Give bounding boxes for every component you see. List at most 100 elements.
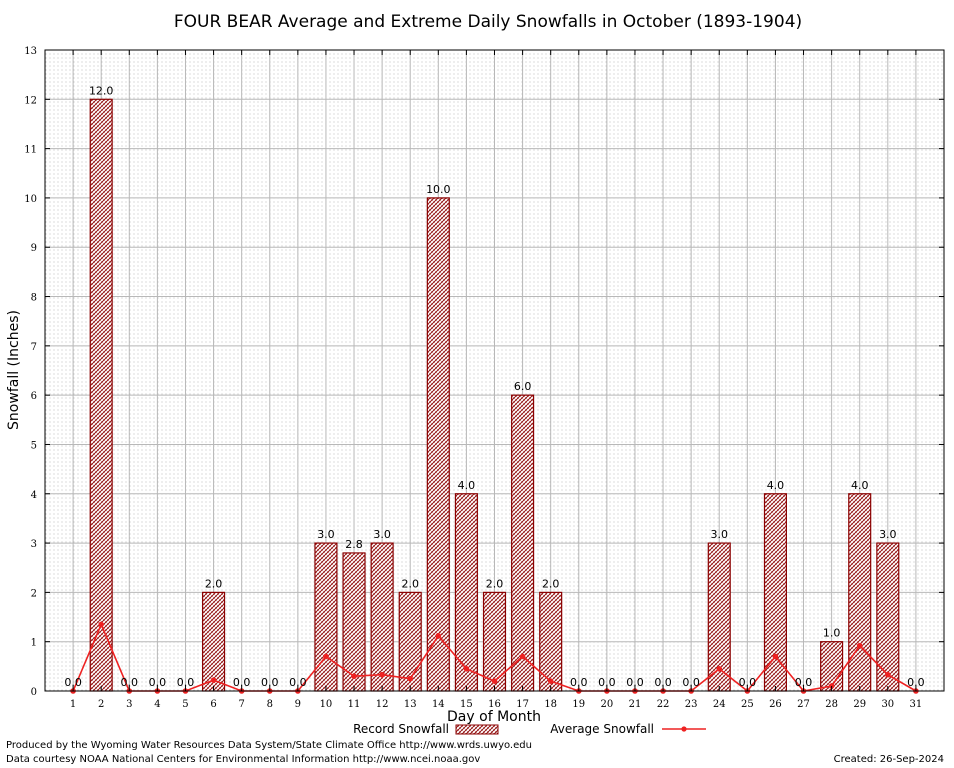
plot-frame xyxy=(44,49,945,692)
x-tick-label: 22 xyxy=(657,699,670,710)
average-point xyxy=(519,653,526,660)
x-tick-label: 1 xyxy=(70,699,76,710)
data-label: 0.0 xyxy=(570,676,588,689)
average-point xyxy=(210,677,217,683)
x-tick-label: 7 xyxy=(238,699,244,710)
y-tick-label: 11 xyxy=(24,145,37,156)
average-point xyxy=(435,632,442,639)
record-bar xyxy=(89,98,113,692)
data-label: 0.0 xyxy=(121,676,139,689)
data-labels: 0.0 12.0 0.0 0.0 0.0 2.0 0.0 0.0 0.0 3.0 2.8 3.0 2.0… xyxy=(64,84,924,689)
data-label: 6.0 xyxy=(514,380,532,393)
average-point xyxy=(351,673,357,680)
x-tick-label: 14 xyxy=(432,699,445,710)
footer-created: Created: 26-Sep-2024 xyxy=(834,754,944,765)
x-tick-label: 28 xyxy=(825,699,838,710)
average-point xyxy=(379,671,385,678)
y-tick-label: 8 xyxy=(31,293,37,304)
x-tick-label: 21 xyxy=(629,699,642,710)
data-label: 4.0 xyxy=(851,479,869,492)
average-line xyxy=(70,621,919,694)
footer-produced-by: Produced by the Wyoming Water Resources … xyxy=(6,740,532,751)
legend-average-marker xyxy=(681,726,687,732)
legend-average-label: Average Snowfall xyxy=(550,722,654,736)
y-tick-label: 2 xyxy=(31,588,37,599)
x-tick-label: 23 xyxy=(685,699,698,710)
x-tick-label: 3 xyxy=(126,699,132,710)
y-tick-label: 7 xyxy=(31,342,37,353)
data-label: 0.0 xyxy=(261,676,279,689)
data-label: 2.0 xyxy=(401,577,419,590)
record-bar xyxy=(426,197,450,692)
data-label: 3.0 xyxy=(317,528,335,541)
x-axis-title: Day of Month xyxy=(447,709,541,725)
average-point xyxy=(772,653,779,660)
y-tick-label: 12 xyxy=(24,95,37,106)
record-bar xyxy=(876,542,900,692)
data-label: 0.0 xyxy=(795,676,813,689)
data-label: 1.0 xyxy=(823,627,841,640)
y-tick-label: 0 xyxy=(31,687,37,698)
record-bar xyxy=(511,394,535,692)
legend-record-label: Record Snowfall xyxy=(353,722,449,736)
record-bar xyxy=(454,493,478,692)
record-bar xyxy=(848,493,872,692)
data-label: 2.0 xyxy=(205,577,223,590)
x-tick-label: 11 xyxy=(348,699,361,710)
data-label: 0.0 xyxy=(598,676,616,689)
average-point xyxy=(323,653,329,660)
x-tick-label: 16 xyxy=(488,699,501,710)
average-point xyxy=(491,678,498,684)
y-tick-label: 13 xyxy=(24,46,37,57)
x-tick-label: 4 xyxy=(154,699,160,710)
x-tick-label: 2 xyxy=(98,699,104,710)
x-tick-label: 5 xyxy=(182,699,188,710)
data-label: 2.8 xyxy=(345,538,363,551)
x-tick-label: 12 xyxy=(376,699,389,710)
record-bar xyxy=(482,591,507,692)
data-label: 0.0 xyxy=(739,676,757,689)
data-label: 2.0 xyxy=(542,577,560,590)
data-label: 0.0 xyxy=(682,676,700,689)
record-bar xyxy=(202,591,226,692)
x-tick-label: 17 xyxy=(516,699,529,710)
x-tick-label: 25 xyxy=(741,699,754,710)
data-label: 0.0 xyxy=(177,676,195,689)
x-tick-label: 27 xyxy=(797,699,810,710)
data-label: 12.0 xyxy=(89,84,114,97)
record-bars xyxy=(89,98,900,692)
data-label: 3.0 xyxy=(711,528,729,541)
data-label: 10.0 xyxy=(426,183,451,196)
x-tick-label: 20 xyxy=(601,699,614,710)
record-bar xyxy=(539,591,563,692)
data-label: 3.0 xyxy=(373,528,391,541)
x-tick-label: 8 xyxy=(267,699,273,710)
y-tick-label: 9 xyxy=(31,243,37,254)
data-label: 3.0 xyxy=(879,528,897,541)
legend-record-swatch xyxy=(455,724,499,735)
data-label: 0.0 xyxy=(654,676,672,689)
x-tick-label: 18 xyxy=(544,699,557,710)
average-point xyxy=(98,621,104,628)
data-label: 0.0 xyxy=(233,676,251,689)
average-point xyxy=(716,666,723,672)
y-tick-label: 5 xyxy=(31,440,37,451)
data-label: 0.0 xyxy=(149,676,167,689)
data-label: 4.0 xyxy=(767,479,785,492)
x-tick-label: 13 xyxy=(404,699,417,710)
data-label: 0.0 xyxy=(289,676,307,689)
y-tick-label: 1 xyxy=(31,638,37,649)
chart-title: FOUR BEAR Average and Extreme Daily Snow… xyxy=(174,12,802,32)
x-tick-label: 26 xyxy=(769,699,782,710)
record-bar xyxy=(370,542,394,692)
average-point xyxy=(547,678,554,684)
data-label: 0.0 xyxy=(64,676,82,689)
y-tick-label: 4 xyxy=(31,490,37,501)
record-bar xyxy=(763,493,787,692)
y-tick-label: 6 xyxy=(31,391,37,402)
data-label: 2.0 xyxy=(486,577,504,590)
x-tick-label: 10 xyxy=(320,699,333,710)
x-tick-label: 6 xyxy=(210,699,216,710)
average-point xyxy=(856,642,863,649)
